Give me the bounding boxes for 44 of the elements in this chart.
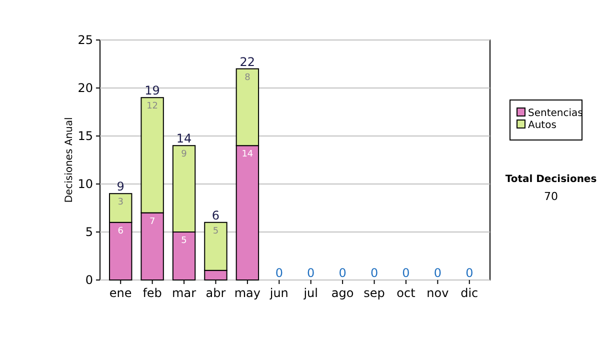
x-tick-label: oct [396,286,416,300]
x-tick-label: may [234,286,261,300]
data-label: 5 [181,236,187,246]
total-label: 0 [402,266,410,280]
y-tick-label: 20 [78,81,93,95]
legend-label: Sentencias [528,108,583,119]
y-tick-label: 25 [78,33,93,47]
x-tick-label: mar [172,286,196,300]
total-label: 19 [144,84,160,98]
data-label: 12 [146,102,158,112]
data-label: 14 [242,150,254,160]
x-tick-label: jun [268,286,288,300]
data-label: 8 [244,72,251,83]
x-tick-label: ago [331,286,354,300]
x-tick-label: nov [426,286,449,300]
total-label: 0 [466,266,474,280]
data-label: 5 [212,226,219,236]
text: 70 [544,190,558,203]
data-label: 6 [118,226,124,236]
data-label: 9 [181,150,188,160]
y-tick-label: 5 [85,225,93,239]
legend-label: Autos [528,120,556,131]
x-tick-label: ene [109,286,132,300]
total-label: 22 [240,54,256,69]
total-label: 14 [176,132,192,146]
data-label: 3 [118,198,124,208]
total-label: 9 [116,180,124,194]
x-tick-label: dic [460,286,478,300]
x-tick-label: feb [142,286,162,300]
total-label: 0 [370,266,378,280]
total-label: 6 [212,208,220,222]
y-axis-title: Decisiones Anual [64,117,75,203]
total-label: 0 [338,266,346,280]
total-label: 0 [275,266,283,280]
data-label: 7 [149,216,156,227]
y-tick-label: 0 [85,273,93,287]
x-tick-label: jul [302,286,318,300]
total-label: 0 [434,266,442,280]
total-label: 0 [307,266,315,280]
x-tick-label: abr [206,286,226,300]
x-tick-label: sep [364,286,385,300]
y-tick-label: 10 [78,177,93,191]
y-tick-label: 15 [78,129,93,143]
text: Total Decisiones [505,174,597,185]
